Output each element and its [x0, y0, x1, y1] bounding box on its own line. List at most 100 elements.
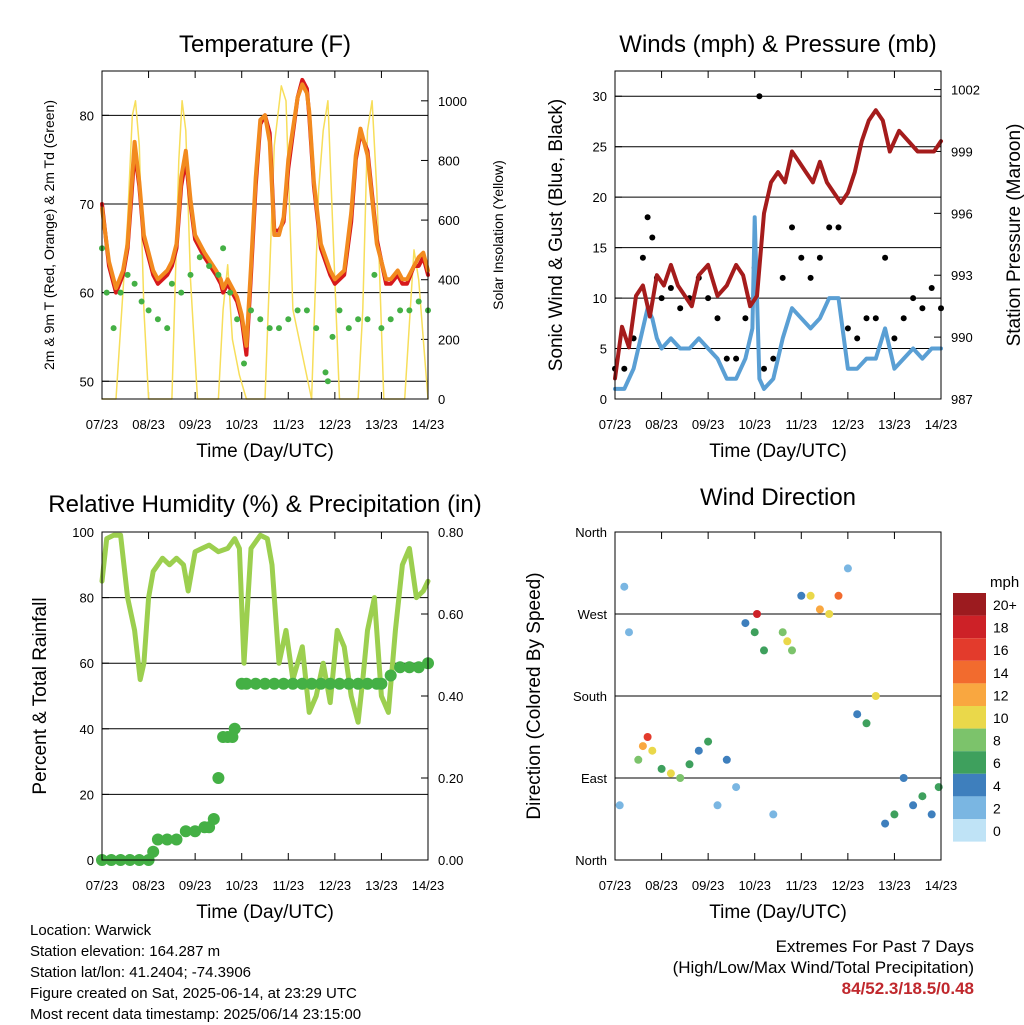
y-right-tick-label: 800: [438, 153, 460, 168]
y-tick-label: 40: [80, 722, 94, 737]
direction-points: [615, 564, 943, 828]
data-point: [313, 325, 320, 332]
y-tick-label: 30: [593, 89, 607, 104]
data-point: [268, 677, 281, 690]
y-tick-label: 70: [80, 197, 94, 212]
data-point: [384, 669, 397, 682]
plot-frame: [101, 531, 429, 861]
y-tick-label: 0: [600, 392, 607, 407]
series-wind: [613, 215, 943, 391]
data-point: [154, 316, 161, 323]
x-tick-label: 08/23: [645, 878, 678, 893]
chart-title: Relative Humidity (%) & Precipitation (i…: [48, 491, 481, 518]
y-tick-label: 20: [593, 190, 607, 205]
data-point: [257, 316, 264, 323]
humidity-precip-panel: Relative Humidity (%) & Precipitation (i…: [30, 491, 482, 923]
data-point: [364, 316, 371, 323]
y-axis-label: Percent & Total Rainfall: [30, 597, 51, 794]
direction-point: [881, 819, 890, 828]
data-point: [361, 677, 374, 690]
x-tick-label: 11/23: [272, 417, 304, 432]
extremes-values: 84/52.3/18.5/0.48: [841, 979, 974, 998]
data-point: [277, 677, 290, 690]
direction-point: [615, 801, 624, 810]
data-point: [234, 316, 241, 323]
colorbar-label: 2: [993, 800, 1001, 816]
data-point: [891, 335, 898, 342]
data-point: [145, 307, 152, 314]
extremes-heading: Extremes For Past 7 Days: [775, 937, 974, 956]
chart-title: Temperature (F): [179, 31, 351, 58]
colorbar-swatch: [953, 706, 986, 729]
x-tick-label: 12/23: [319, 878, 352, 893]
data-point: [333, 677, 346, 690]
direction-point: [788, 646, 796, 655]
y-right-tick-label: 999: [951, 144, 973, 159]
direction-point: [634, 755, 643, 764]
data-point: [285, 316, 292, 323]
direction-point: [638, 742, 647, 751]
data-point: [779, 274, 786, 281]
direction-point: [625, 628, 633, 637]
data-point: [240, 677, 253, 690]
x-tick-label: 14/23: [925, 878, 958, 893]
data-point: [276, 325, 282, 332]
x-tick-label: 10/23: [738, 417, 771, 432]
direction-point: [722, 755, 731, 764]
colorbar-swatch: [953, 683, 986, 706]
direction-point: [783, 637, 792, 646]
data-point: [355, 316, 362, 323]
data-point: [220, 245, 227, 252]
series-gust: [612, 93, 944, 372]
data-point: [375, 677, 388, 690]
direction-point: [927, 810, 936, 819]
direction-point: [797, 591, 806, 600]
data-point: [212, 772, 225, 784]
direction-point: [760, 646, 768, 655]
y-tick-label: 0: [87, 853, 94, 868]
y-right-tick-label: 996: [951, 206, 973, 221]
data-point: [296, 677, 309, 690]
extremes-subheading: (High/Low/Max Wind/Total Precipitation): [672, 958, 974, 977]
colorbar-label: 18: [993, 620, 1009, 636]
data-point: [103, 289, 110, 296]
data-point: [403, 661, 416, 674]
data-point: [352, 677, 365, 690]
direction-point: [815, 605, 824, 614]
data-point: [179, 825, 192, 838]
direction-point: [750, 628, 759, 637]
x-axis-label: Time (Day/UTC): [709, 441, 847, 462]
data-point: [756, 93, 763, 100]
y-axis-label: Sonic Wind & Gust (Blue, Black): [546, 99, 567, 371]
data-point: [639, 254, 646, 261]
direction-point: [657, 764, 666, 773]
data-point: [761, 365, 767, 372]
x-tick-label: 10/23: [225, 417, 258, 432]
data-point: [294, 307, 301, 314]
data-point: [207, 813, 220, 825]
data-point: [178, 289, 185, 296]
data-point: [882, 254, 889, 261]
series-rh: [99, 532, 431, 725]
data-point: [649, 234, 656, 241]
data-point: [621, 365, 628, 372]
direction-point: [713, 801, 722, 810]
direction-point: [769, 810, 778, 819]
x-tick-label: 14/23: [925, 417, 958, 432]
colorbar-label: 6: [993, 755, 1001, 771]
y-tick-label: North: [575, 525, 607, 540]
direction-point: [620, 582, 629, 591]
data-point: [314, 677, 327, 690]
data-point: [259, 677, 271, 690]
x-tick-label: 07/23: [86, 417, 119, 432]
data-point: [667, 285, 674, 291]
x-tick-label: 09/23: [692, 417, 725, 432]
colorbar-label: 12: [993, 687, 1009, 703]
y-right-tick-label: 0.40: [438, 689, 463, 704]
data-point: [835, 224, 842, 231]
plot-frame: [101, 70, 429, 400]
chart-title: Winds (mph) & Pressure (mb): [619, 31, 936, 58]
data-point: [196, 254, 203, 261]
plot-frame: [614, 531, 942, 861]
data-point: [286, 677, 299, 690]
